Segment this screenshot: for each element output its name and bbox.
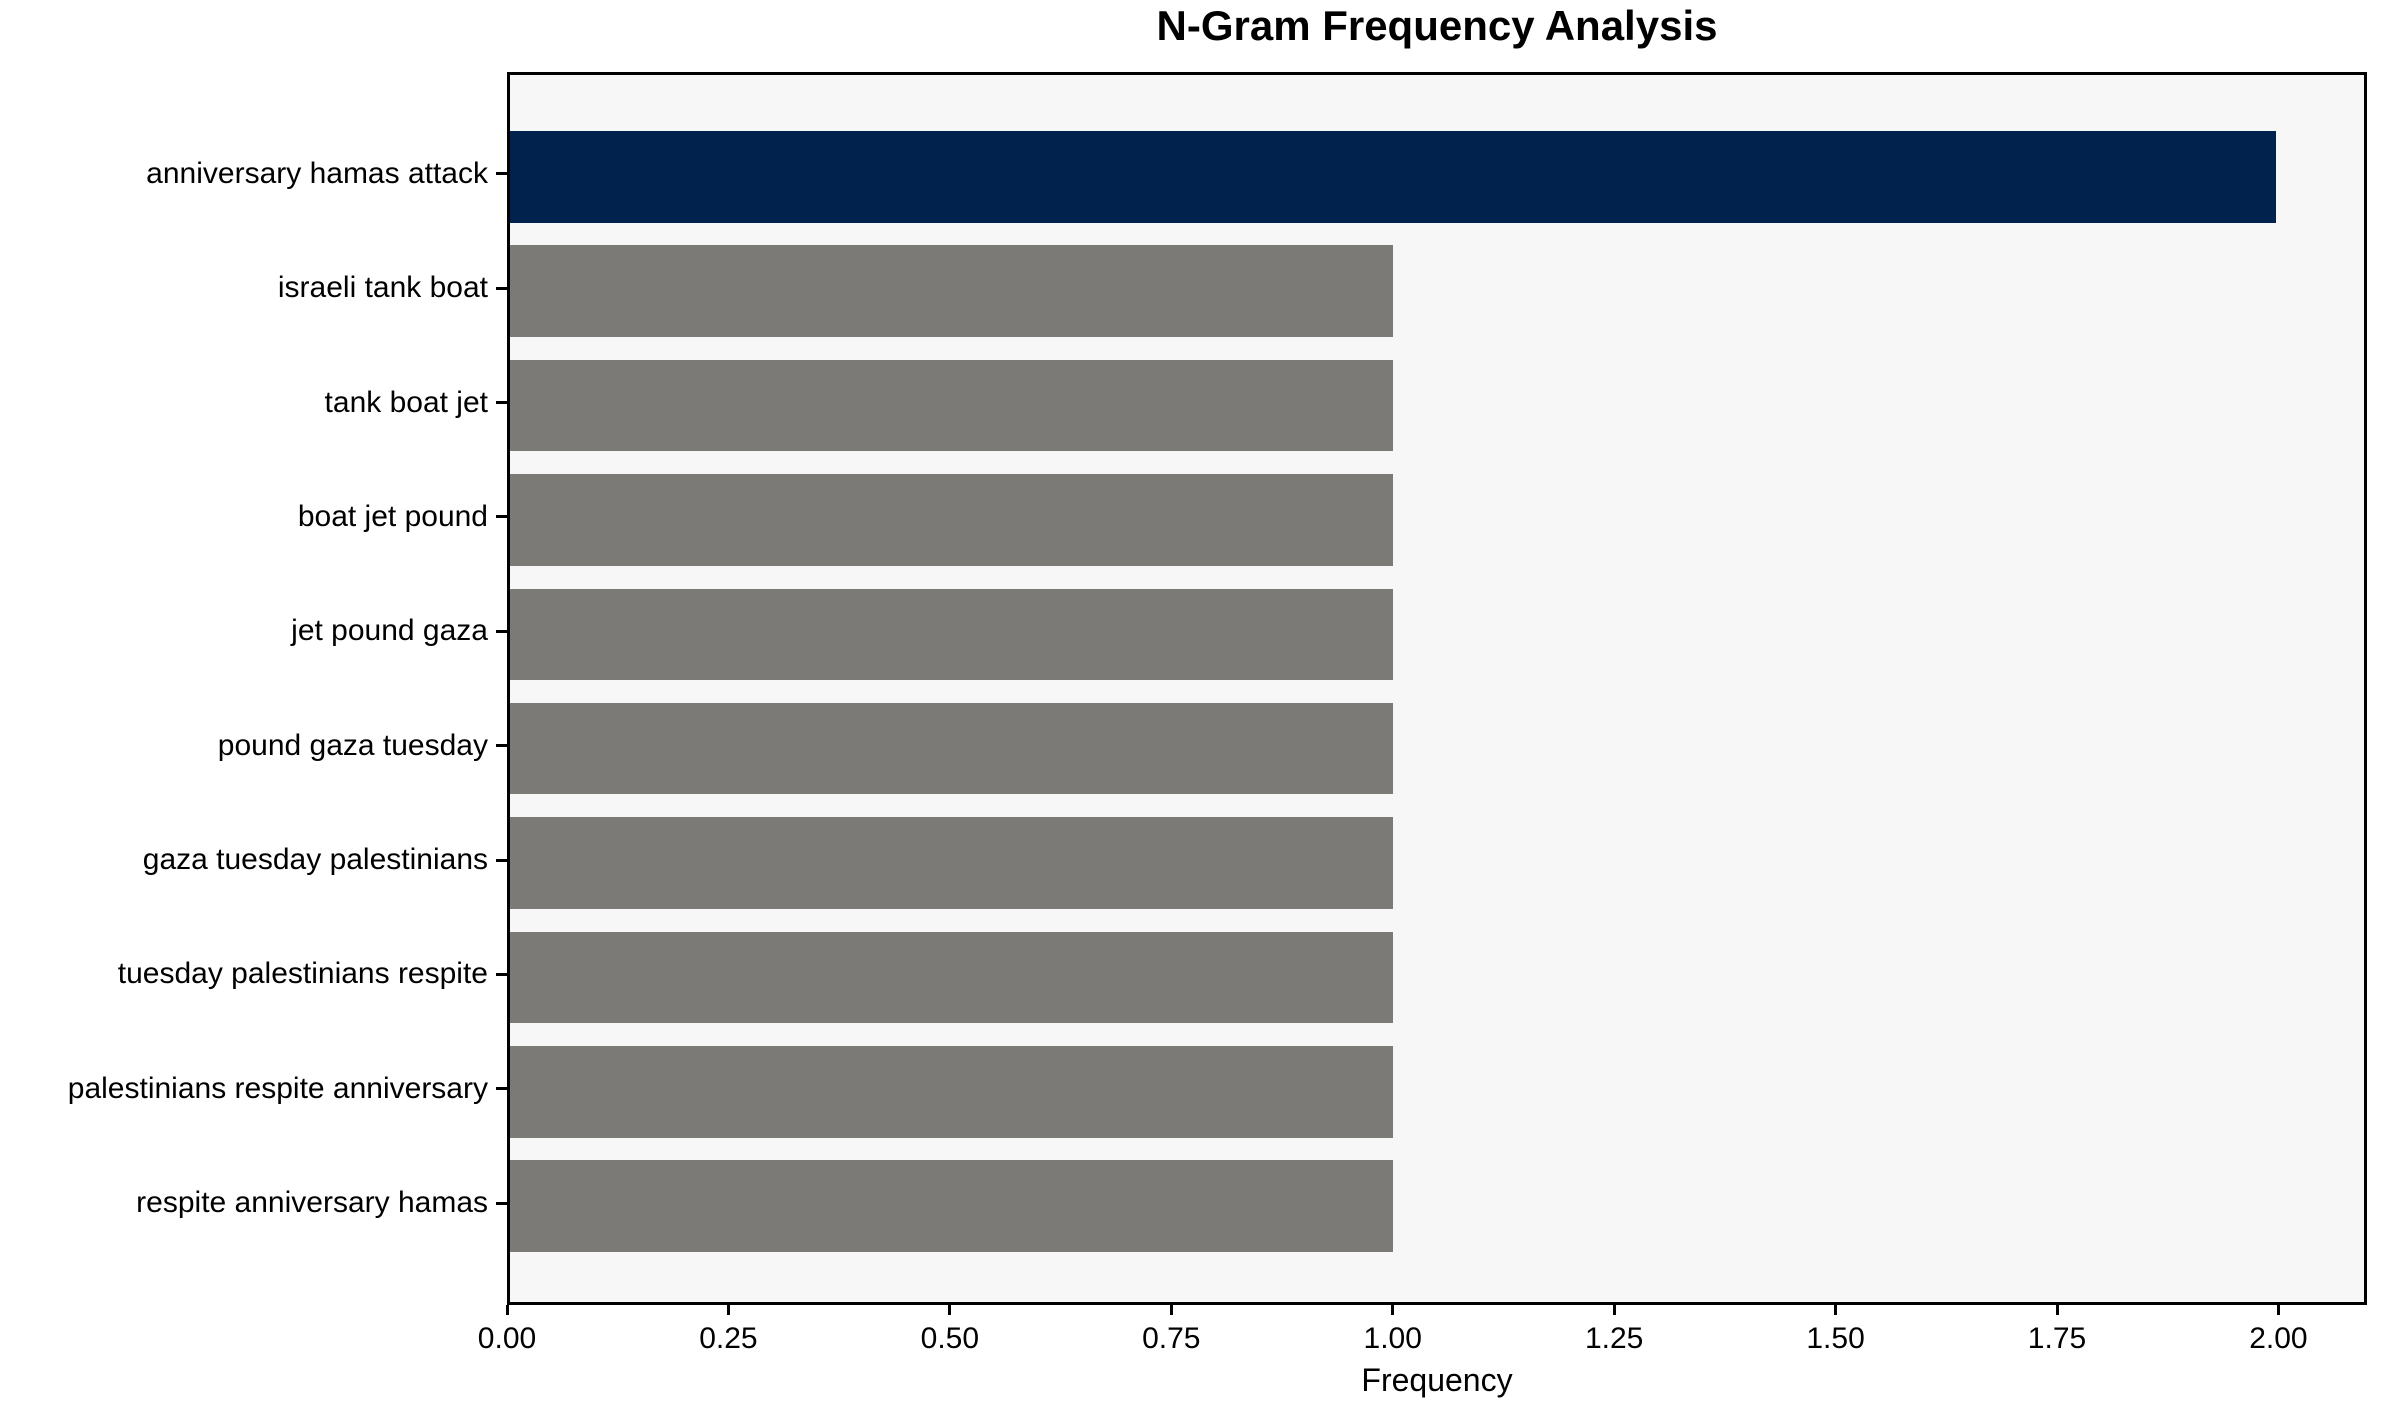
y-tick-mark	[496, 401, 507, 405]
bar-anniversary-hamas-attack	[510, 131, 2276, 223]
x-tick-label: 1.00	[1363, 1322, 1422, 1355]
x-tick-mark	[2055, 1305, 2059, 1315]
bar-boat-jet-pound	[510, 474, 1393, 566]
y-tick-label: tuesday palestinians respite	[117, 957, 488, 991]
y-tick-label: pound gaza tuesday	[217, 728, 488, 762]
y-tick-mark	[496, 858, 507, 862]
bar-palestinians-respite-anniversary	[510, 1046, 1393, 1138]
chart-title: N-Gram Frequency Analysis	[1156, 2, 1718, 49]
y-tick-label: boat jet pound	[297, 499, 488, 533]
plot-area	[507, 72, 2367, 1305]
bar-tank-boat-jet	[510, 359, 1393, 452]
bar-israeli-tank-boat	[510, 245, 1393, 337]
x-tick-mark	[726, 1305, 730, 1315]
x-tick-mark	[505, 1305, 509, 1315]
y-tick-mark	[496, 286, 507, 290]
y-tick-label: gaza tuesday palestinians	[142, 843, 488, 877]
bar-gaza-tuesday-palestinians	[510, 817, 1393, 909]
y-tick-mark	[496, 972, 507, 976]
x-tick-label: 0.50	[920, 1322, 980, 1355]
x-tick-label: 1.75	[2027, 1322, 2087, 1355]
bar-pound-gaza-tuesday	[510, 702, 1393, 795]
y-tick-mark	[496, 172, 507, 176]
y-tick-label: palestinians respite anniversary	[67, 1071, 488, 1105]
y-tick-mark	[496, 1201, 507, 1205]
y-tick-mark	[496, 629, 507, 633]
y-tick-mark	[496, 515, 507, 519]
x-tick-label: 0.00	[477, 1322, 537, 1355]
x-tick-mark	[2276, 1305, 2280, 1315]
x-tick-label: 1.50	[1806, 1322, 1865, 1355]
y-tick-label: respite anniversary hamas	[136, 1186, 488, 1220]
bar-jet-pound-gaza	[510, 588, 1393, 681]
x-tick-mark	[1612, 1305, 1616, 1315]
y-tick-label: anniversary hamas attack	[146, 156, 488, 190]
x-tick-mark	[948, 1305, 952, 1315]
y-tick-label: israeli tank boat	[277, 271, 488, 305]
x-axis-title: Frequency	[1361, 1362, 1513, 1398]
x-tick-label: 2.00	[2249, 1322, 2308, 1355]
x-tick-label: 1.25	[1584, 1322, 1644, 1355]
y-tick-label: jet pound gaza	[291, 614, 488, 648]
y-tick-mark	[496, 1087, 507, 1091]
x-tick-mark	[1169, 1305, 1173, 1315]
y-tick-label: tank boat jet	[324, 385, 488, 419]
bars-container	[510, 75, 2364, 1302]
y-tick-mark	[496, 744, 507, 748]
x-tick-mark	[1391, 1305, 1395, 1315]
bar-tuesday-palestinians-respite	[510, 931, 1393, 1024]
x-tick-mark	[1834, 1305, 1838, 1315]
bar-respite-anniversary-hamas	[510, 1160, 1393, 1252]
x-tick-label: 0.25	[699, 1322, 758, 1355]
x-tick-label: 0.75	[1142, 1322, 1201, 1355]
